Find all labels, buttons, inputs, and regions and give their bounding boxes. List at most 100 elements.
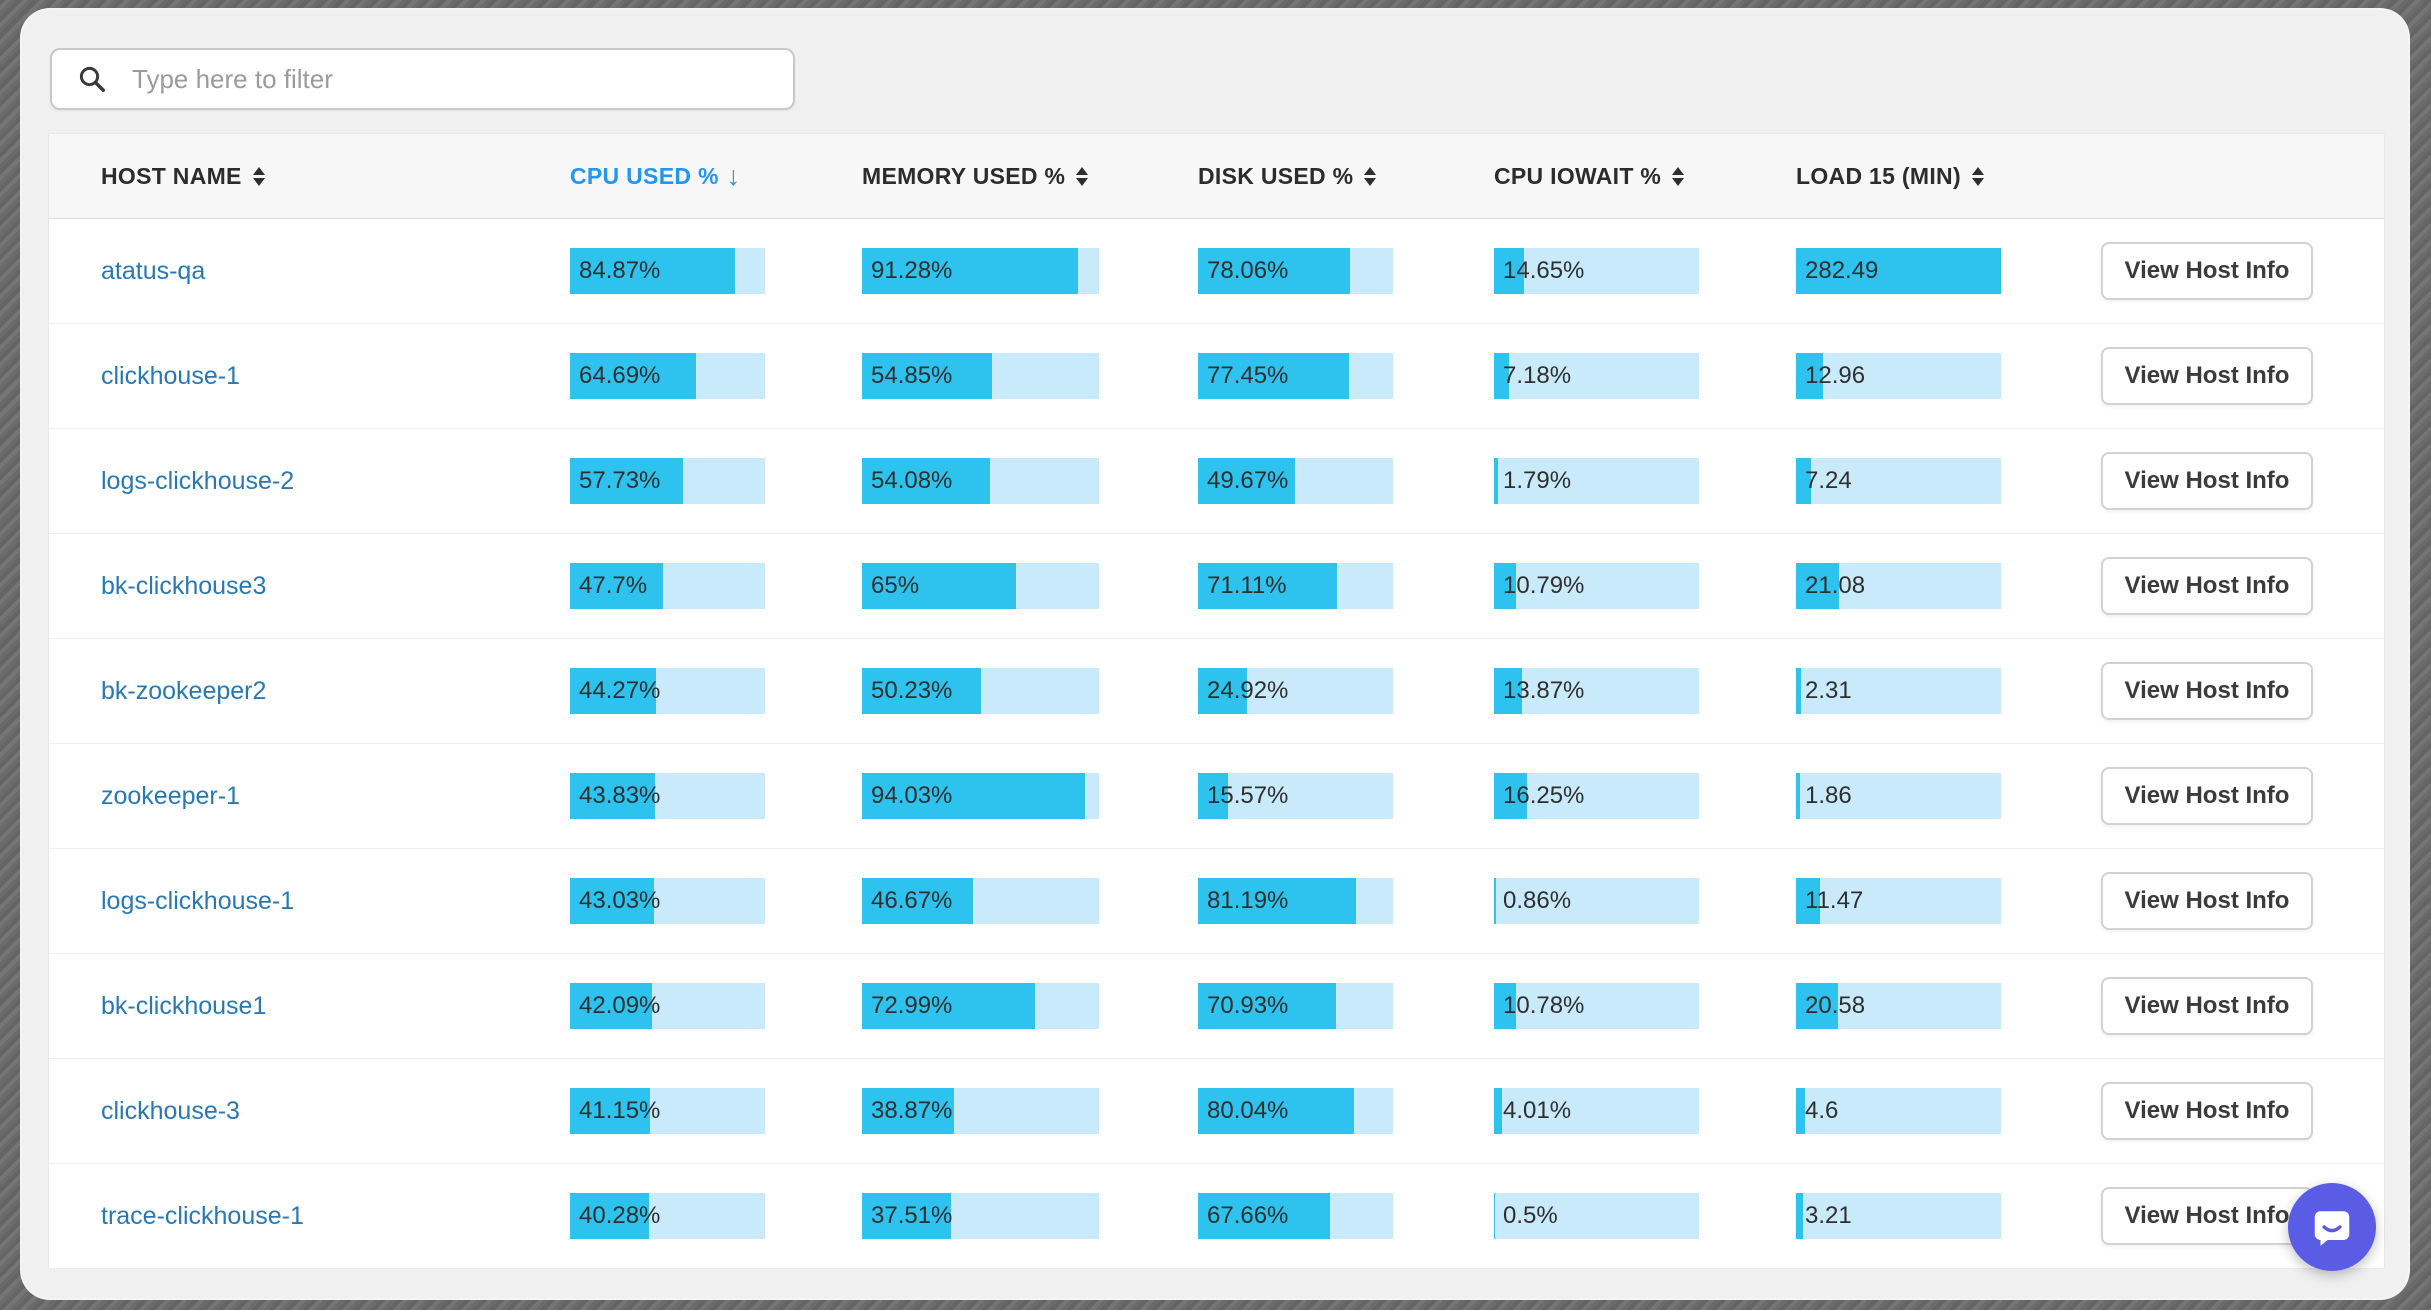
disk-used-bar: 77.45% <box>1198 353 1393 399</box>
view-host-info-button[interactable]: View Host Info <box>2101 1082 2313 1140</box>
bar-fill <box>1198 458 1295 504</box>
load-15-bar: 4.6 <box>1796 1088 2001 1134</box>
memory-used-value: 72.99% <box>871 992 953 1019</box>
view-host-info-button[interactable]: View Host Info <box>2101 767 2313 825</box>
column-header-label: CPU USED % <box>570 162 719 189</box>
host-link[interactable]: trace-clickhouse-1 <box>101 1201 304 1230</box>
column-header-cpu-iowait[interactable]: CPU IOWAIT % <box>1494 163 1796 190</box>
view-host-info-button[interactable]: View Host Info <box>2101 242 2313 300</box>
bar-fill <box>862 878 973 924</box>
host-link[interactable]: atatus-qa <box>101 256 206 285</box>
cpu-iowait-value: 10.78% <box>1503 992 1585 1019</box>
load-15-value: 12.96 <box>1805 362 1866 389</box>
host-link[interactable]: bk-zookeeper2 <box>101 676 267 705</box>
disk-used-value: 24.92% <box>1207 677 1289 704</box>
bar-fill <box>1796 773 1800 819</box>
chat-widget-button[interactable] <box>2288 1183 2376 1271</box>
bar-fill <box>1796 983 1839 1029</box>
cpu-used-bar: 41.15% <box>570 1088 765 1134</box>
view-host-info-button[interactable]: View Host Info <box>2101 452 2313 510</box>
bar-fill <box>1796 1193 1803 1239</box>
bar-fill <box>862 1088 955 1134</box>
cpu-used-bar: 43.03% <box>570 878 765 924</box>
memory-used-bar: 38.87% <box>862 1088 1099 1134</box>
bar-fill <box>570 1088 651 1134</box>
bar-fill <box>862 248 1079 294</box>
cpu-used-bar: 64.69% <box>570 353 765 399</box>
load-15-value: 11.47 <box>1805 887 1864 914</box>
bar-fill <box>1494 1088 1503 1134</box>
table-row: zookeeper-1 43.83% 94.03% 15.57% 16.25% <box>49 744 2384 849</box>
memory-used-bar: 65% <box>862 563 1099 609</box>
bar-fill <box>570 248 736 294</box>
column-header-host-name[interactable]: HOST NAME <box>49 163 570 190</box>
view-host-info-button[interactable]: View Host Info <box>2101 977 2313 1035</box>
cpu-used-bar: 42.09% <box>570 983 765 1029</box>
memory-used-value: 46.67% <box>871 887 953 914</box>
cpu-used-bar: 44.27% <box>570 668 765 714</box>
cpu-iowait-value: 14.65% <box>1503 257 1585 284</box>
table-row: trace-clickhouse-1 40.28% 37.51% 67.66% … <box>49 1164 2384 1269</box>
memory-used-value: 37.51% <box>871 1202 953 1229</box>
memory-used-bar: 37.51% <box>862 1193 1099 1239</box>
view-host-info-button[interactable]: View Host Info <box>2101 662 2313 720</box>
column-header-load-15[interactable]: LOAD 15 (MIN) <box>1796 163 2101 190</box>
cpu-iowait-value: 4.01% <box>1503 1097 1572 1124</box>
view-host-info-button[interactable]: View Host Info <box>2101 557 2313 615</box>
bar-fill <box>862 668 982 714</box>
bar-fill <box>570 563 663 609</box>
host-link[interactable]: clickhouse-3 <box>101 1096 240 1125</box>
cpu-iowait-bar: 10.79% <box>1494 563 1699 609</box>
disk-used-bar: 24.92% <box>1198 668 1393 714</box>
view-host-info-button[interactable]: View Host Info <box>2101 347 2313 405</box>
column-header-disk-used[interactable]: DISK USED % <box>1198 163 1494 190</box>
table-header-row: HOST NAME CPU USED % ↓ MEMORY USED % DIS… <box>49 134 2384 219</box>
host-link[interactable]: clickhouse-1 <box>101 361 240 390</box>
load-15-value: 4.6 <box>1805 1097 1839 1124</box>
cpu-iowait-bar: 16.25% <box>1494 773 1699 819</box>
cpu-used-value: 43.03% <box>579 887 661 914</box>
load-15-bar: 282.49 <box>1796 248 2001 294</box>
cpu-iowait-bar: 10.78% <box>1494 983 1699 1029</box>
host-link[interactable]: zookeeper-1 <box>101 781 240 810</box>
load-15-value: 1.86 <box>1805 782 1852 809</box>
host-link[interactable]: bk-clickhouse1 <box>101 991 267 1020</box>
load-15-value: 2.31 <box>1805 677 1852 704</box>
memory-used-bar: 50.23% <box>862 668 1099 714</box>
memory-used-bar: 54.08% <box>862 458 1099 504</box>
bar-fill <box>1796 563 1840 609</box>
column-header-cpu-used[interactable]: CPU USED % ↓ <box>570 161 862 192</box>
disk-used-bar: 78.06% <box>1198 248 1393 294</box>
host-link[interactable]: logs-clickhouse-1 <box>101 886 295 915</box>
host-link[interactable]: bk-clickhouse3 <box>101 571 267 600</box>
disk-used-value: 81.19% <box>1207 887 1289 914</box>
table-row: logs-clickhouse-1 43.03% 46.67% 81.19% 0… <box>49 849 2384 954</box>
disk-used-bar: 70.93% <box>1198 983 1393 1029</box>
bar-fill <box>1198 563 1337 609</box>
memory-used-bar: 94.03% <box>862 773 1099 819</box>
cpu-iowait-value: 7.18% <box>1503 362 1572 389</box>
column-header-memory-used[interactable]: MEMORY USED % <box>862 163 1198 190</box>
bar-fill <box>1198 1088 1355 1134</box>
cpu-used-value: 43.83% <box>579 782 661 809</box>
bar-fill <box>862 983 1035 1029</box>
cpu-iowait-bar: 0.86% <box>1494 878 1699 924</box>
disk-used-bar: 81.19% <box>1198 878 1393 924</box>
bar-fill <box>1198 353 1350 399</box>
table-row: atatus-qa 84.87% 91.28% 78.06% 14.65% <box>49 219 2384 324</box>
load-15-value: 21.08 <box>1805 572 1866 599</box>
bar-fill <box>1198 1193 1330 1239</box>
disk-used-bar: 80.04% <box>1198 1088 1393 1134</box>
memory-used-bar: 72.99% <box>862 983 1099 1029</box>
bar-fill <box>1198 878 1357 924</box>
load-15-bar: 21.08 <box>1796 563 2001 609</box>
view-host-info-button[interactable]: View Host Info <box>2101 1187 2313 1245</box>
disk-used-bar: 67.66% <box>1198 1193 1393 1239</box>
cpu-used-value: 41.15% <box>579 1097 661 1124</box>
bar-fill <box>1796 878 1820 924</box>
filter-input[interactable] <box>50 48 795 110</box>
memory-used-value: 38.87% <box>871 1097 953 1124</box>
host-link[interactable]: logs-clickhouse-2 <box>101 466 295 495</box>
bar-fill <box>1198 983 1337 1029</box>
view-host-info-button[interactable]: View Host Info <box>2101 872 2313 930</box>
